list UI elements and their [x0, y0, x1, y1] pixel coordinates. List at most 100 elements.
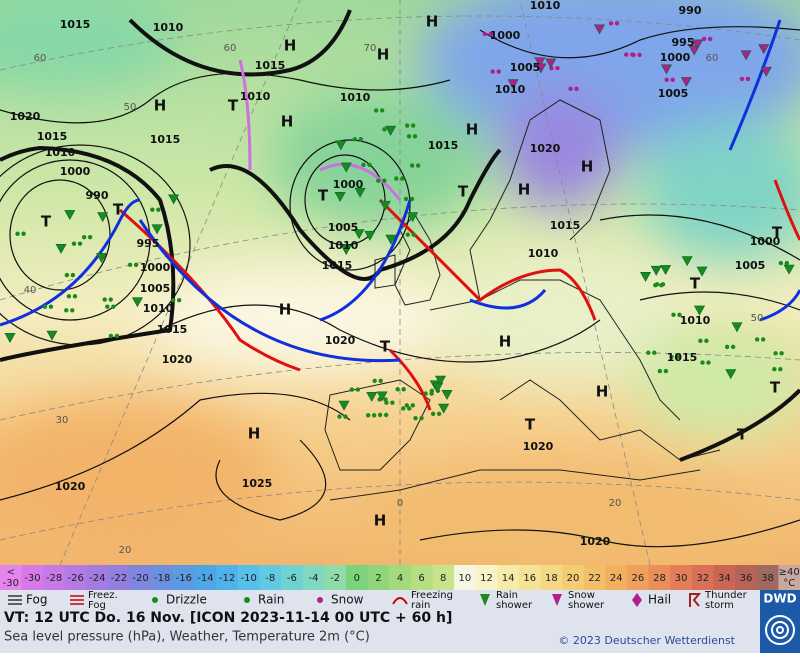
rain-symbol: [395, 387, 400, 392]
legend-label: Snow: [568, 590, 595, 601]
temperature-label: 70: [364, 43, 377, 54]
isobar-label: 1010: [680, 314, 711, 327]
scale-cell: [735, 565, 758, 590]
pressure-center: T: [458, 183, 469, 201]
scale-label: 20: [567, 573, 580, 584]
rain-symbol: [411, 232, 416, 237]
rain-symbol: [81, 234, 87, 240]
rain-symbol: [382, 178, 387, 183]
isobar-label: 990: [86, 189, 109, 202]
scale-cell: [194, 565, 217, 590]
scale-cell: [454, 565, 477, 590]
valid-time: VT: 12 UTC Do. 16 Nov. [ICON 2023-11-14 …: [4, 610, 452, 626]
scale-cell: [259, 565, 282, 590]
pressure-center: T: [41, 213, 52, 231]
isobar-label: 1020: [55, 480, 86, 493]
scale-cell: [691, 565, 715, 590]
rain-symbol: [406, 134, 412, 139]
pressure-center: H: [596, 383, 609, 401]
legend-panel: [0, 590, 800, 653]
shower-symbol: [688, 45, 700, 56]
rain-symbol: [64, 308, 69, 313]
scale-label: -30: [3, 578, 19, 589]
scale-cell: [302, 565, 325, 590]
scale-cell: [151, 565, 174, 590]
rain-symbol: [784, 260, 790, 266]
rain-symbol: [669, 354, 674, 360]
scale-label: ≥40: [779, 567, 800, 578]
scale-label: 0: [354, 573, 360, 584]
rain-symbol: [102, 297, 107, 302]
isobar-label: 1015: [37, 130, 68, 143]
rain-symbol: [496, 69, 501, 74]
rain-symbol: [379, 108, 385, 113]
rain-symbol: [624, 52, 629, 57]
pressure-center: H: [581, 158, 594, 176]
rain-symbol: [401, 387, 406, 392]
scale-label: -10: [240, 573, 256, 584]
rain-symbol: [108, 297, 113, 302]
rain-symbol: [436, 411, 442, 417]
pressure-center: H: [281, 113, 294, 131]
rain-symbol: [372, 378, 377, 384]
temperature-label: 40: [24, 285, 37, 296]
rain-symbol: [608, 21, 614, 26]
scale-label: 22: [588, 573, 601, 584]
rain-symbol: [490, 69, 495, 74]
shower-symbol: [366, 391, 378, 402]
legend-label: Hail: [648, 593, 671, 607]
isobar-label: 1000: [333, 178, 364, 191]
rain-symbol: [701, 36, 707, 42]
scale-label: -18: [154, 573, 170, 584]
isobar-label: 1025: [242, 477, 273, 490]
rain-symbol: [358, 137, 364, 142]
legend-label: storm: [705, 600, 734, 611]
isobar-label: 1010: [528, 247, 559, 260]
scale-label: -14: [197, 573, 213, 584]
pressure-center: H: [466, 121, 479, 139]
rain-symbol: [111, 304, 116, 309]
scale-label: 2: [375, 573, 381, 584]
rain-symbol: [156, 207, 161, 212]
scale-cell: [0, 565, 23, 590]
rain-symbol: [376, 178, 381, 183]
isobar-label: 1010: [45, 146, 76, 159]
scale-cell: [778, 565, 800, 590]
description: Sea level pressure (hPa), Weather, Tempe…: [4, 630, 370, 645]
rain-symbol: [704, 338, 709, 344]
scale-label: -26: [68, 573, 84, 584]
rain-symbol: [127, 262, 133, 268]
legend-label: rain: [411, 600, 430, 611]
weather-symbols: [4, 21, 795, 421]
rain-symbol: [659, 283, 664, 288]
pressure-center: T: [318, 187, 329, 205]
scale-label: 30: [675, 573, 688, 584]
scale-label: 14: [502, 573, 515, 584]
scale-cell: [43, 565, 66, 590]
rain-symbol: [730, 344, 736, 350]
scale-label: -2: [330, 573, 340, 584]
rain-symbol: [724, 344, 730, 350]
isobar-label: 1000: [140, 261, 171, 274]
rain-symbol: [352, 137, 358, 142]
shower-symbol: [681, 256, 693, 267]
temperature-label: 60: [34, 53, 47, 64]
isobar-label: 1005: [658, 87, 689, 100]
rain-symbol: [365, 413, 371, 418]
rain-symbol: [373, 108, 379, 113]
shower-symbol: [696, 266, 708, 277]
rain-symbol: [72, 294, 78, 299]
legend-label: shower: [568, 600, 605, 611]
shower-symbol: [725, 369, 737, 380]
pressure-center: T: [772, 224, 783, 242]
rain-symbol: [42, 304, 48, 309]
scale-label: -28: [46, 573, 62, 584]
rain-symbol: [371, 413, 377, 418]
rain-symbol: [337, 414, 342, 419]
shower-symbol: [535, 63, 547, 74]
shower-symbol: [534, 57, 546, 68]
isobar-label: 1010: [143, 302, 174, 315]
isobar-label: 1010: [153, 21, 184, 34]
isobar-label: 1005: [510, 61, 541, 74]
pressure-center: H: [279, 301, 292, 319]
